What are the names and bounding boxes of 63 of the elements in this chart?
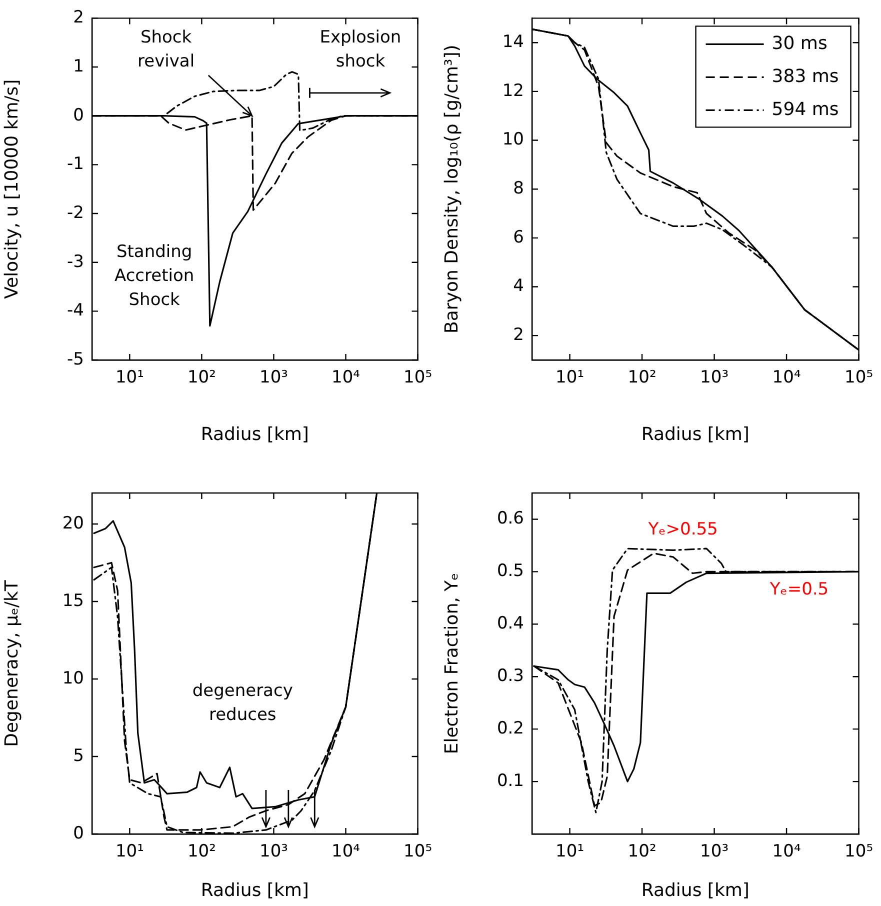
legend-label: 383 ms bbox=[772, 66, 839, 87]
y-tick-label: 4 bbox=[513, 276, 524, 296]
annotation: Yₑ=0.5 bbox=[768, 579, 829, 600]
y-axis-title: Electron Fraction, Yₑ bbox=[441, 572, 462, 754]
x-tick-label: 10³ bbox=[700, 368, 729, 388]
y-tick-label: 0.5 bbox=[496, 561, 524, 582]
x-tick-label: 10² bbox=[187, 842, 216, 862]
y-tick-label: 8 bbox=[513, 178, 524, 199]
x-tick-label: 10³ bbox=[700, 842, 729, 862]
annotation: Yₑ>0.55 bbox=[647, 520, 718, 540]
x-tick-label: 10¹ bbox=[556, 842, 584, 862]
annotation: degeneracy reduces bbox=[192, 681, 293, 726]
y-tick-label: -4 bbox=[67, 300, 84, 321]
y-tick-label: 0.1 bbox=[496, 770, 524, 791]
y-axis-title: Degeneracy, μₑ/kT bbox=[1, 579, 22, 747]
y-tick-label: 10 bbox=[502, 130, 524, 150]
x-tick-label: 10⁵ bbox=[844, 842, 874, 862]
y-tick-label: -5 bbox=[67, 349, 84, 370]
x-tick-label: 10¹ bbox=[115, 842, 144, 862]
y-tick-label: 1 bbox=[73, 56, 84, 76]
x-tick-label: 10³ bbox=[259, 368, 288, 388]
y-tick-label: 0 bbox=[73, 105, 84, 126]
x-tick-label: 10⁴ bbox=[772, 368, 801, 388]
x-tick-label: 10⁴ bbox=[332, 368, 360, 388]
y-tick-label: 6 bbox=[513, 227, 524, 248]
x-axis-title: Radius [km] bbox=[641, 424, 750, 445]
y-tick-label: 0.2 bbox=[496, 718, 524, 738]
x-tick-label: 10³ bbox=[259, 842, 288, 862]
y-axis-title: Baryon Density, log₁₀(ρ [g/cm³]) bbox=[441, 44, 462, 334]
y-tick-label: 14 bbox=[502, 32, 524, 52]
x-tick-label: 10² bbox=[187, 368, 216, 388]
x-tick-label: 10⁴ bbox=[772, 842, 801, 862]
x-tick-label: 10⁴ bbox=[332, 842, 360, 862]
y-tick-label: 0.3 bbox=[496, 666, 524, 686]
x-tick-label: 10² bbox=[628, 368, 656, 388]
x-axis-title: Radius [km] bbox=[200, 424, 309, 445]
x-tick-label: 10⁵ bbox=[404, 842, 432, 862]
y-axis-title: Velocity, u [10000 km/s] bbox=[1, 79, 22, 299]
annotation: Shock revival bbox=[138, 27, 195, 72]
y-tick-label: 15 bbox=[62, 590, 84, 611]
annotation: Standing Accretion Shock bbox=[114, 242, 194, 310]
x-tick-label: 10¹ bbox=[115, 368, 144, 388]
x-tick-label: 10⁵ bbox=[844, 368, 874, 388]
y-tick-label: -3 bbox=[67, 252, 84, 272]
legend-label: 594 ms bbox=[772, 98, 839, 120]
y-tick-label: 0.4 bbox=[496, 614, 524, 634]
x-tick-label: 10⁵ bbox=[404, 368, 432, 388]
y-tick-label: 0.6 bbox=[496, 508, 524, 529]
y-tick-label: 2 bbox=[513, 325, 524, 346]
annotation: Explosion shock bbox=[320, 27, 402, 72]
y-tick-label: -1 bbox=[67, 154, 84, 174]
y-tick-label: 2 bbox=[73, 8, 84, 28]
x-axis-title: Radius [km] bbox=[641, 880, 750, 901]
x-tick-label: 10¹ bbox=[556, 368, 584, 388]
y-tick-label: 10 bbox=[62, 668, 84, 688]
y-tick-label: 12 bbox=[502, 80, 524, 101]
y-tick-label: -2 bbox=[67, 202, 84, 223]
y-tick-label: 5 bbox=[73, 746, 84, 766]
x-axis-title: Radius [km] bbox=[200, 880, 309, 901]
legend-label: 30 ms bbox=[772, 32, 828, 54]
x-tick-label: 10² bbox=[628, 842, 656, 862]
y-tick-label: 0 bbox=[73, 823, 84, 844]
y-tick-label: 20 bbox=[62, 513, 84, 534]
